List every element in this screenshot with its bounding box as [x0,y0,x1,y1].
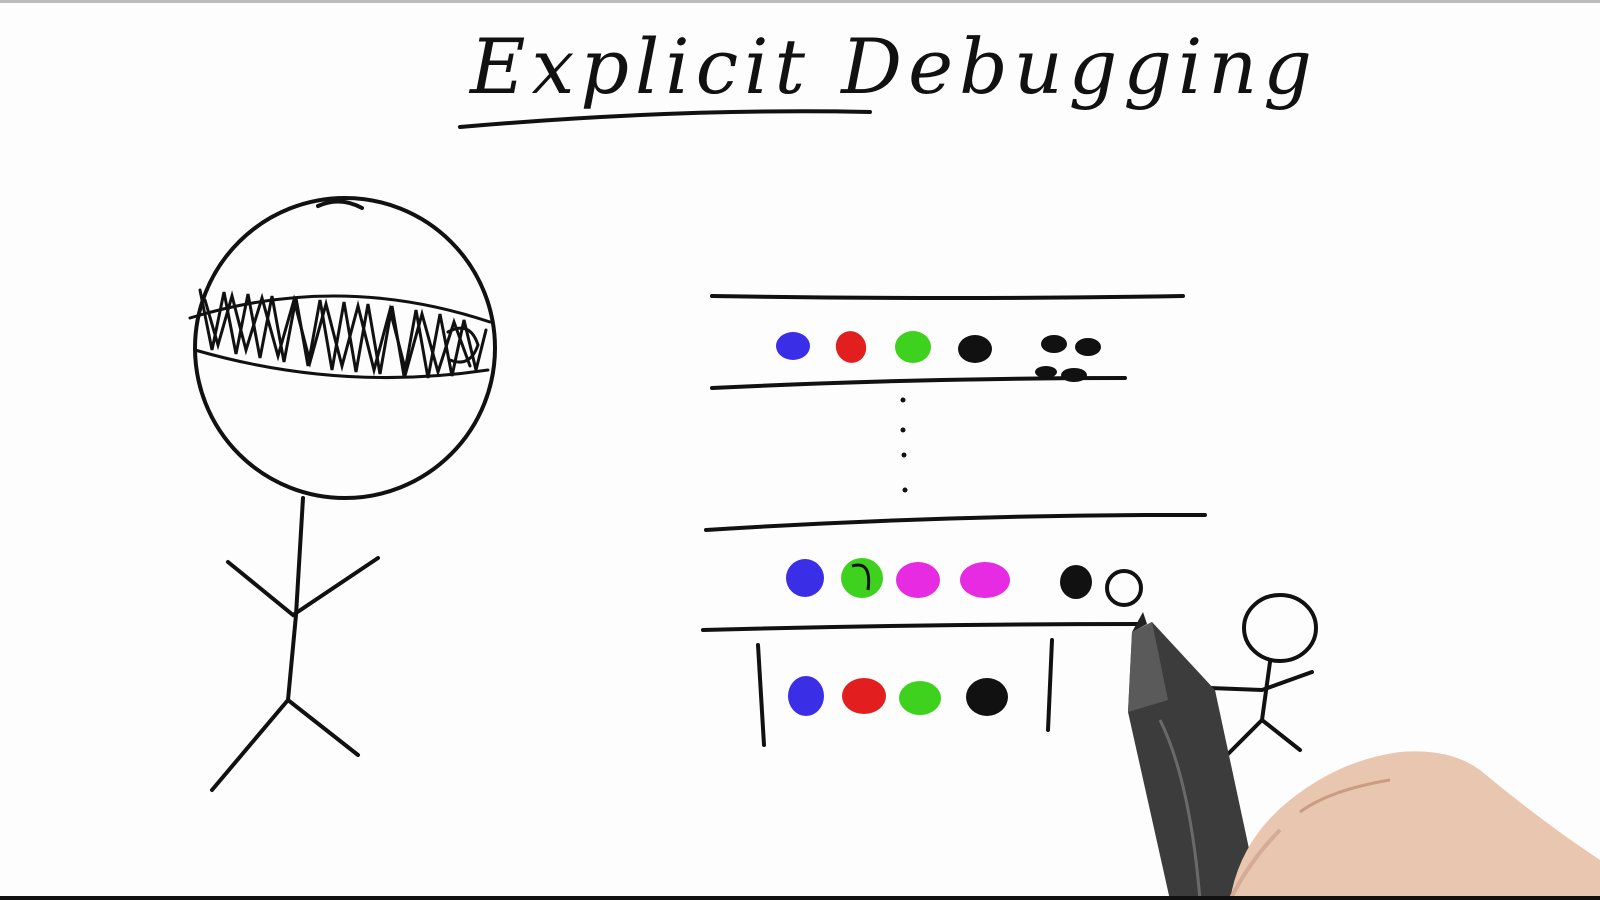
bracket-left [756,643,766,747]
stick-figure-legs [210,697,360,792]
blue-dot [776,332,810,360]
small-stick-figure [1208,593,1318,764]
green-dot [899,681,941,715]
magenta-dot [960,562,1010,598]
green-dot-scribble [851,563,871,591]
bracket-right [1046,638,1054,732]
blue-dot [786,559,824,597]
small-figure-legs [1218,717,1302,764]
tape-line-4 [701,622,1142,632]
red-dot [835,331,867,363]
small-figure-head [1242,593,1318,663]
black-dot [1060,565,1092,599]
black-dot-cluster [1035,335,1101,382]
tape-line-2 [710,376,1127,390]
tape-line-3 [704,512,1207,532]
stick-figure-head [193,196,497,500]
black-dot [958,335,992,363]
stick-figure-hair [316,199,364,210]
blindfolded-stick-figure [188,196,497,792]
small-figure-body [1260,660,1272,722]
black-dot [966,678,1008,716]
tape-line-1 [710,294,1185,300]
green-dot [841,558,883,598]
middle-row-dots [786,558,1143,607]
hollow-dot [1105,569,1143,607]
top-row-dots [776,331,1101,382]
stick-figure-arms [226,556,380,618]
tape-lines [701,294,1207,747]
blindfold-scribble [188,288,492,380]
bottom-row-dots [788,676,1008,716]
vertical-ellipsis [900,397,908,493]
page-title: Explicit Debugging [470,22,1318,111]
title-underline [458,109,872,129]
small-figure-arms [1208,670,1314,693]
blue-dot [788,676,824,716]
video-bottom-border [0,896,1600,900]
video-top-border [0,0,1600,3]
red-dot [842,678,886,714]
green-dot [895,331,931,363]
stick-figure-body [286,496,305,702]
magenta-dot [896,562,940,598]
hand-icon [1228,751,1600,900]
pen-icon [1128,612,1260,900]
